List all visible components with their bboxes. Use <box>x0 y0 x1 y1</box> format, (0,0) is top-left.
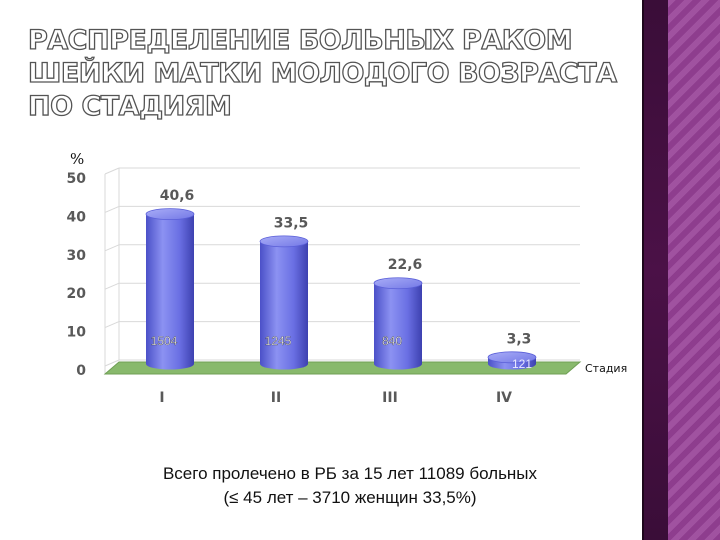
sidebar-edge-line <box>642 0 644 540</box>
bar-I <box>145 208 195 370</box>
chart-floor-plane <box>103 361 582 375</box>
chart-labels: 0 10 20 30 40 50% Стадия 40,6 1504 I 33,5 1245 II 22,… <box>67 150 628 406</box>
bar-cap <box>373 277 423 290</box>
grid-line-side <box>104 359 120 367</box>
bar-chart: 0 10 20 30 40 50% Стадия 40,6 1504 I 33,5 1245 II 22,… <box>67 150 628 406</box>
bar-IV <box>487 351 537 370</box>
grid-line-side <box>104 282 120 290</box>
x-tick-label: I <box>159 390 164 406</box>
bar-value-label: 3,3 <box>507 331 532 347</box>
footnote-line-2: (≤ 45 лет – 3710 женщин 33,5%) <box>223 488 477 507</box>
slide-title: Распределение больных раком шейки матки … <box>27 24 617 122</box>
y-axis-label: % <box>70 150 84 168</box>
bar-body <box>146 214 194 370</box>
grid-line-side <box>104 167 120 175</box>
x-tick-label: IV <box>496 390 512 406</box>
y-tick-label: 20 <box>67 286 87 302</box>
grid-line-side <box>104 205 120 213</box>
sidebar-dark-strip <box>642 0 668 540</box>
bar-cap <box>259 235 309 248</box>
bar-III <box>373 277 423 370</box>
bar-count-label: 121 <box>512 357 532 371</box>
x-tick-label: II <box>271 390 281 406</box>
footnote-line-1: Всего пролечено в РБ за 15 лет 11089 бол… <box>162 464 538 483</box>
footnote: Всего пролечено в РБ за 15 лет 11089 бол… <box>100 462 600 510</box>
bars <box>145 208 537 370</box>
bar-value-label: 40,6 <box>160 188 195 204</box>
bar-count-label: 1245 <box>265 334 292 348</box>
y-tick-label: 50 <box>67 171 87 187</box>
bar-II <box>259 235 309 370</box>
grid-line-side <box>104 244 120 252</box>
bar-value-label: 33,5 <box>274 215 309 231</box>
x-axis-label: Стадия <box>585 362 627 375</box>
bar-cap <box>145 208 195 220</box>
grid-line-side <box>104 321 120 329</box>
bar-body <box>374 283 422 370</box>
y-tick-label: 40 <box>67 209 87 225</box>
y-tick-label: 30 <box>67 248 87 264</box>
y-tick-label: 10 <box>67 325 87 341</box>
x-tick-label: III <box>382 390 398 406</box>
bar-count-label: 1504 <box>151 334 178 348</box>
bar-value-label: 22,6 <box>388 257 423 273</box>
y-tick-label: 0 <box>76 363 86 379</box>
chart-floor <box>103 361 582 375</box>
bar-body <box>260 241 308 370</box>
bar-count-label: 840 <box>382 334 402 348</box>
bar-cap <box>487 351 537 364</box>
